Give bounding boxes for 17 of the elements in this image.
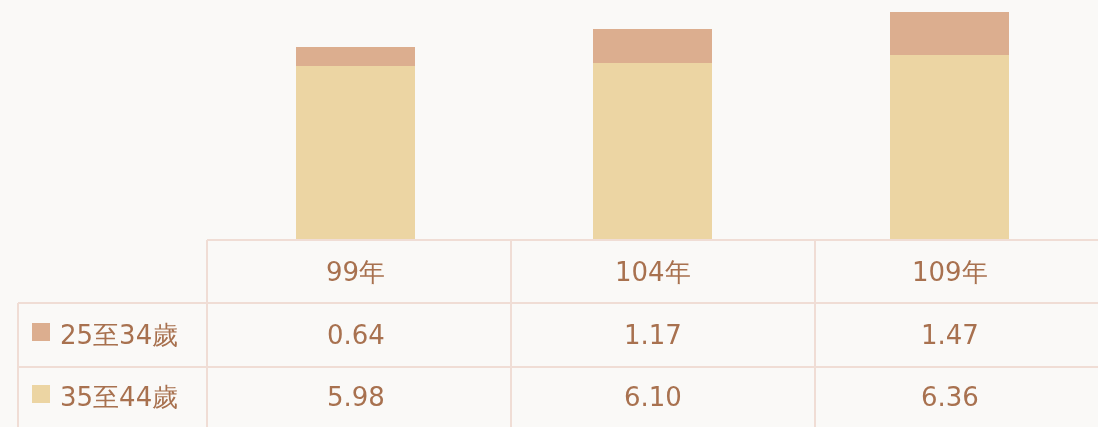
x-tick-label: 104年	[615, 257, 691, 287]
data-label: 0.64	[327, 320, 385, 350]
data-label: 6.10	[624, 382, 682, 412]
legend-label: 35至44歲	[60, 382, 179, 412]
data-label: 5.98	[327, 382, 385, 412]
data-label: 1.17	[624, 320, 682, 350]
bar	[593, 62, 712, 240]
bar	[296, 66, 415, 240]
x-tick-label: 109年	[912, 257, 988, 287]
bar	[593, 28, 712, 63]
data-label: 1.47	[921, 320, 979, 350]
bar	[890, 54, 1009, 240]
x-tick-label: 99年	[326, 257, 386, 287]
legend-label: 25至34歲	[60, 320, 179, 350]
bar	[890, 12, 1009, 55]
data-label: 6.36	[921, 382, 979, 412]
bar	[296, 47, 415, 67]
